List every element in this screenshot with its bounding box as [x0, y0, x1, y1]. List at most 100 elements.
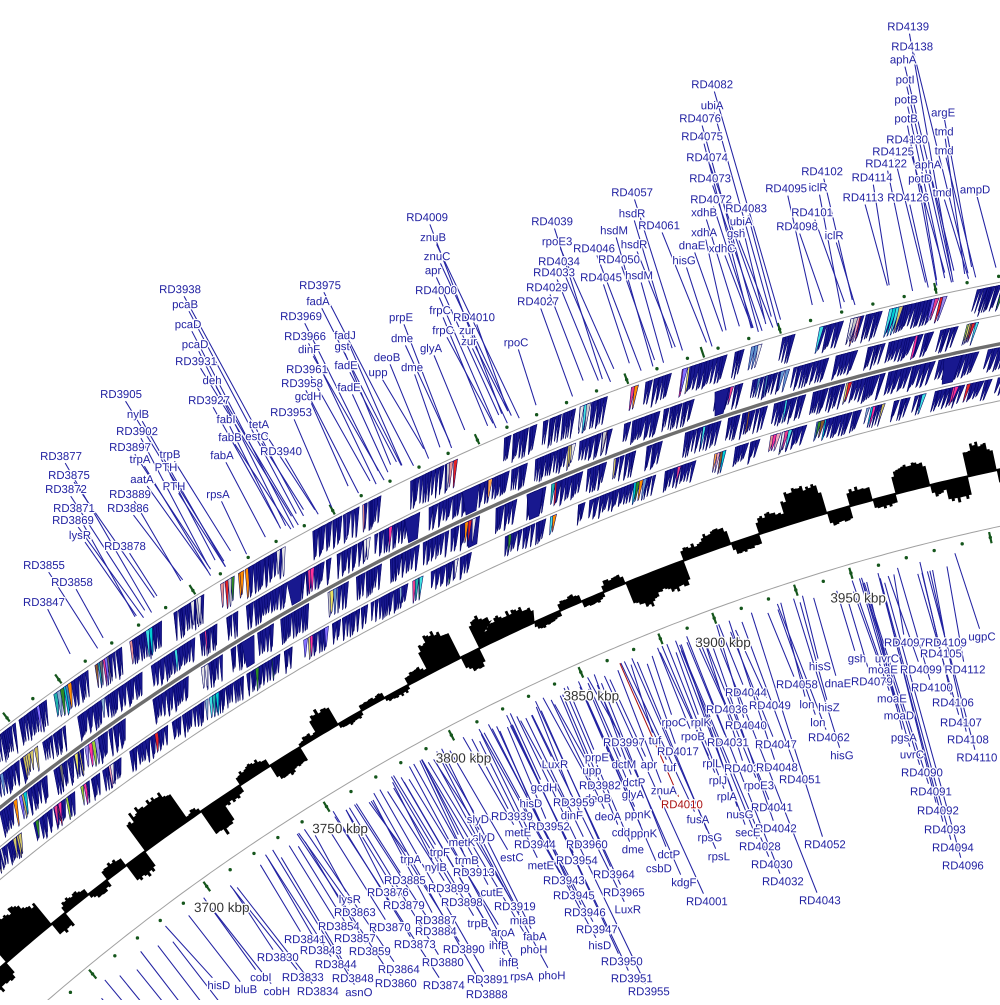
- svg-text:RD3886: RD3886: [107, 503, 149, 515]
- svg-text:RD3880: RD3880: [422, 957, 464, 969]
- svg-text:LuxR: LuxR: [615, 904, 642, 916]
- svg-text:RD4045: RD4045: [580, 272, 622, 284]
- svg-text:RD4041: RD4041: [751, 802, 793, 814]
- svg-text:moaD: moaD: [884, 710, 914, 722]
- svg-text:trmB: trmB: [455, 855, 479, 867]
- svg-text:cdd: cdd: [612, 827, 630, 839]
- svg-text:rplL: rplL: [702, 758, 721, 770]
- svg-text:RD3959: RD3959: [553, 797, 595, 809]
- svg-text:RD4139: RD4139: [887, 21, 929, 33]
- svg-text:trpB: trpB: [160, 449, 181, 461]
- svg-text:RD4076: RD4076: [679, 113, 721, 125]
- svg-text:rpoE3: rpoE3: [542, 236, 572, 248]
- svg-text:RD3888: RD3888: [466, 989, 508, 1000]
- svg-text:RD3954: RD3954: [556, 855, 598, 867]
- svg-text:RD3940: RD3940: [260, 446, 302, 458]
- svg-text:RD4112: RD4112: [944, 664, 985, 676]
- svg-text:RD3872: RD3872: [45, 484, 87, 496]
- svg-text:fadE: fadE: [337, 382, 361, 394]
- svg-text:rplK: rplK: [691, 717, 712, 729]
- svg-text:trpB: trpB: [467, 918, 488, 930]
- svg-text:RD4090: RD4090: [901, 767, 943, 779]
- svg-text:fadA: fadA: [306, 296, 330, 308]
- svg-text:metE: metE: [528, 860, 555, 872]
- svg-text:RD3960: RD3960: [566, 839, 608, 851]
- svg-text:gsh: gsh: [848, 653, 866, 665]
- svg-text:RD4099: RD4099: [900, 664, 942, 676]
- svg-text:RD4102: RD4102: [801, 166, 843, 178]
- svg-text:RD3955: RD3955: [628, 986, 670, 998]
- svg-text:RD3897: RD3897: [109, 442, 151, 454]
- svg-text:RD3860: RD3860: [375, 978, 417, 990]
- svg-text:rpoE3: rpoE3: [744, 780, 774, 792]
- svg-text:apr: apr: [641, 759, 658, 771]
- svg-text:tmd: tmd: [935, 126, 954, 138]
- svg-text:RD4029: RD4029: [526, 282, 568, 294]
- svg-text:rpsG: rpsG: [698, 832, 723, 844]
- svg-text:RD4043: RD4043: [799, 895, 841, 907]
- svg-text:RD3830: RD3830: [257, 952, 299, 964]
- svg-text:hisG: hisG: [830, 750, 854, 762]
- svg-text:RD3884: RD3884: [415, 926, 457, 938]
- svg-text:RD3944: RD3944: [514, 839, 556, 851]
- svg-text:argE: argE: [931, 107, 955, 119]
- svg-text:PTH: PTH: [163, 481, 186, 493]
- svg-text:cobH: cobH: [264, 986, 291, 998]
- svg-text:RD3878: RD3878: [104, 541, 146, 553]
- svg-text:tetA: tetA: [249, 419, 270, 431]
- svg-text:RD4062: RD4062: [808, 732, 850, 744]
- svg-text:frpC: frpC: [429, 305, 451, 317]
- svg-text:RD4100: RD4100: [911, 682, 953, 694]
- svg-text:dctP: dctP: [623, 777, 646, 789]
- svg-text:RD4082: RD4082: [691, 79, 733, 91]
- svg-text:RD3871: RD3871: [53, 503, 95, 515]
- svg-text:RD3873: RD3873: [394, 939, 436, 951]
- svg-text:dctP: dctP: [657, 849, 680, 861]
- svg-text:hisZ: hisZ: [818, 702, 840, 714]
- svg-text:ubiA: ubiA: [701, 100, 724, 112]
- svg-text:ugpC: ugpC: [968, 631, 995, 643]
- svg-text:3850 kbp: 3850 kbp: [564, 688, 620, 703]
- svg-text:RD3947: RD3947: [576, 924, 618, 936]
- svg-text:ppnK: ppnK: [631, 828, 658, 840]
- svg-text:bluB: bluB: [234, 984, 257, 996]
- svg-text:apr: apr: [425, 265, 442, 277]
- svg-text:secE: secE: [735, 827, 761, 839]
- svg-text:RD4009: RD4009: [406, 212, 448, 224]
- svg-text:RD4095: RD4095: [765, 183, 807, 195]
- svg-text:RD3879: RD3879: [383, 900, 425, 912]
- svg-text:RD3952: RD3952: [528, 821, 570, 833]
- svg-text:RD3919: RD3919: [494, 901, 536, 913]
- svg-text:hisS: hisS: [809, 661, 832, 673]
- svg-text:lon: lon: [799, 699, 814, 711]
- svg-text:potB: potB: [894, 94, 917, 106]
- svg-text:prpE: prpE: [585, 752, 609, 764]
- svg-text:gsh: gsh: [727, 228, 745, 240]
- svg-text:moaE: moaE: [877, 693, 907, 705]
- svg-text:RD4042: RD4042: [755, 823, 797, 835]
- svg-text:RD3833: RD3833: [282, 972, 324, 984]
- svg-text:phoH: phoH: [520, 944, 547, 956]
- svg-text:RD4039: RD4039: [531, 216, 573, 228]
- svg-text:slyD: slyD: [467, 814, 489, 826]
- svg-text:RD4122: RD4122: [865, 158, 907, 170]
- svg-text:pcaB: pcaB: [172, 299, 198, 311]
- svg-text:3950 kbp: 3950 kbp: [830, 591, 886, 606]
- svg-text:tuf: tuf: [664, 762, 678, 774]
- svg-text:phoH: phoH: [538, 970, 565, 982]
- svg-text:RD4028: RD4028: [739, 841, 781, 853]
- svg-text:dnaE: dnaE: [679, 240, 706, 252]
- svg-text:gcdH: gcdH: [295, 391, 322, 403]
- svg-text:nylB: nylB: [127, 409, 149, 421]
- svg-text:deh: deh: [203, 375, 222, 387]
- svg-text:dctM: dctM: [612, 759, 637, 771]
- svg-text:RD3859: RD3859: [349, 946, 391, 958]
- svg-text:moaE: moaE: [868, 664, 898, 676]
- svg-text:RD4093: RD4093: [924, 824, 966, 836]
- svg-text:RD4101: RD4101: [791, 207, 833, 219]
- svg-text:potB: potB: [894, 113, 917, 125]
- svg-text:RD4113: RD4113: [843, 192, 884, 204]
- svg-text:RD3905: RD3905: [100, 389, 142, 401]
- svg-text:RD4107: RD4107: [940, 717, 982, 729]
- svg-text:RD4051: RD4051: [779, 774, 821, 786]
